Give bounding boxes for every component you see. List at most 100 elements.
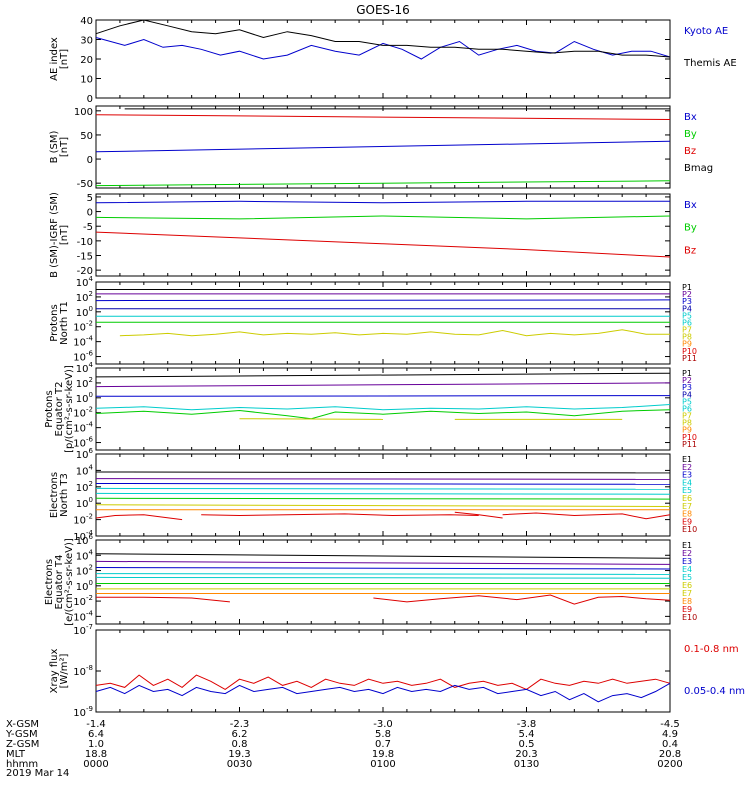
series-line	[95, 576, 671, 579]
ephemeris-label: hhmm	[6, 759, 38, 770]
y-axis-label: [p/(cm²-s-sr-keV)]	[64, 365, 75, 453]
panel-frame	[95, 193, 671, 277]
series-line	[95, 200, 670, 204]
y-tick-label: 10-9	[73, 705, 93, 719]
series-line	[95, 382, 671, 388]
ephemeris-value: 0.7	[375, 739, 391, 750]
ephemeris-value: 0.5	[519, 739, 535, 750]
y-axis-label: B (SM)	[49, 130, 60, 163]
channel-label: E8	[682, 597, 692, 606]
y-tick-label: 100	[76, 579, 93, 593]
ephemeris-label: Y-GSM	[5, 729, 38, 740]
channel-label: P10	[682, 347, 697, 356]
channel-label: E1	[682, 541, 692, 550]
channel-label: E2	[682, 463, 692, 472]
y-axis-label: Protons	[49, 304, 60, 341]
series-line	[119, 329, 670, 337]
channel-label: P5	[682, 311, 692, 320]
series-line	[201, 513, 479, 517]
panel-frame	[95, 539, 671, 625]
series-line	[373, 594, 671, 605]
series-line	[95, 215, 671, 220]
channel-label: P2	[682, 376, 692, 385]
series-line	[95, 140, 671, 153]
legend-entry: 0.05-0.4 nm	[684, 686, 745, 697]
y-tick-label: 102	[76, 564, 93, 578]
y-tick-label: 106	[76, 447, 94, 461]
legend-entry: Bz	[684, 146, 696, 157]
ephemeris-value: 0200	[657, 759, 682, 770]
y-tick-label: 40	[80, 16, 93, 27]
y-tick-label: 102	[76, 480, 93, 494]
panel-bsm: -50 0 50 100 B (SM) [nT] Bx By Bz Bmag	[49, 105, 713, 190]
ephemeris-value: 0.4	[662, 739, 678, 750]
ephemeris-value: -2.3	[230, 719, 250, 730]
y-axis-label: Equator T4	[54, 555, 65, 610]
channel-label: E1	[682, 455, 692, 464]
panel-xray: 10-7 10-8 10-9 Xray flux [W/m²] 0.1-0.8 nm 0.0…	[49, 623, 745, 719]
y-tick-label: 0	[87, 155, 93, 166]
ephemeris-value: 5.8	[375, 729, 391, 740]
series-line	[95, 395, 671, 397]
series-line	[95, 478, 671, 480]
y-axis-label: AE index	[49, 37, 60, 81]
ephemeris-value: 20.8	[659, 749, 681, 760]
channel-label: P11	[682, 440, 697, 449]
legend-entry: Kyoto AE	[684, 26, 728, 37]
panel-frame	[95, 629, 671, 713]
channel-label: P4	[682, 304, 692, 313]
y-tick-label: 100	[76, 496, 93, 510]
series-line	[454, 511, 503, 519]
series-line	[95, 409, 671, 420]
y-tick-label: 10-2	[73, 406, 93, 420]
series-line	[95, 114, 671, 120]
y-axis-label: B (SM)-IGRF (SM)	[49, 192, 60, 278]
y-tick-label: 5	[87, 193, 93, 204]
ephemeris-value: 4.9	[662, 729, 678, 740]
y-axis-label: Xray flux	[49, 649, 60, 694]
ephemeris-value: -3.8	[517, 719, 537, 730]
channel-label: E7	[682, 589, 692, 598]
legend-entry: By	[684, 129, 697, 140]
y-tick-label: 100	[74, 107, 93, 118]
y-axis-label: [W/m²]	[59, 653, 70, 688]
channel-label: E6	[682, 494, 692, 503]
y-tick-label: 100	[76, 391, 93, 405]
ephemeris-value: 0000	[83, 759, 108, 770]
channel-label: E9	[682, 605, 692, 614]
y-tick-label: 102	[76, 290, 93, 304]
y-tick-label: 102	[76, 376, 93, 390]
y-tick-label: -5	[83, 222, 93, 233]
series-line	[502, 512, 671, 520]
series-line	[95, 504, 671, 507]
y-axis-label: North T3	[59, 473, 70, 517]
date-label: 2019 Mar 14	[6, 768, 69, 779]
ephemeris-value: 6.4	[88, 729, 104, 740]
y-tick-label: 10-2	[73, 594, 93, 608]
panel-bigrf: -20 -15 -10 -5 0 5 B (SM)-IGRF (SM) [nT] Bx By Bz	[49, 192, 697, 278]
series-line	[95, 299, 671, 302]
y-axis-label: Equator T2	[54, 382, 65, 437]
chart-title: GOES-16	[356, 3, 410, 17]
series-line	[95, 682, 671, 703]
series-line	[239, 418, 384, 420]
ephemeris-value: 18.8	[85, 749, 107, 760]
channel-label: P3	[682, 297, 692, 306]
ephemeris-value: 20.3	[515, 749, 537, 760]
panel-frame	[95, 453, 671, 537]
channel-label: P6	[682, 404, 692, 413]
channel-label: P8	[682, 333, 692, 342]
y-tick-label: 106	[76, 533, 94, 547]
y-tick-label: 100	[76, 305, 93, 319]
channel-label: P5	[682, 397, 692, 406]
y-tick-label: 10-8	[73, 664, 93, 678]
ephemeris-value: -4.5	[660, 719, 680, 730]
series-line	[95, 573, 671, 575]
series-line	[95, 483, 671, 485]
series-line	[95, 560, 671, 565]
channel-label: P8	[682, 419, 692, 428]
series-line	[95, 487, 671, 490]
ephemeris-value: 0030	[227, 759, 252, 770]
